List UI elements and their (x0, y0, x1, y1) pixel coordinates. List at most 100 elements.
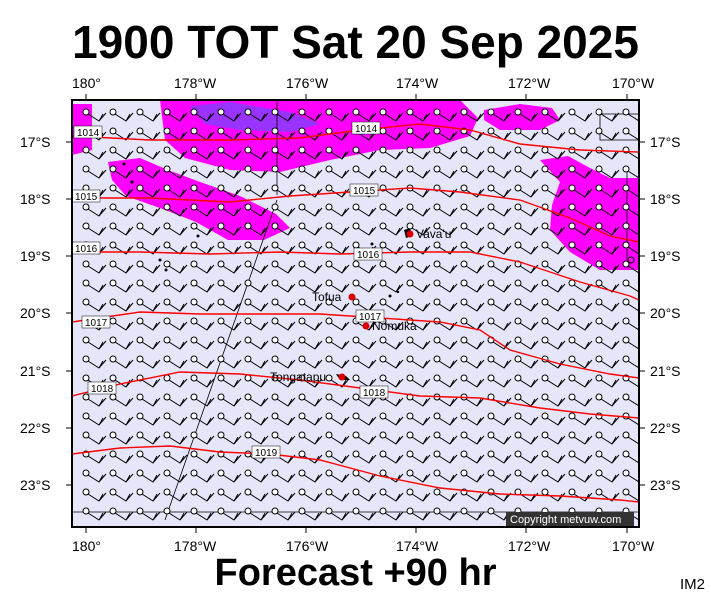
forecast-label: Forecast +90 hr (214, 552, 497, 594)
wind-barb-icon (595, 203, 620, 217)
lon-label: 174°W (396, 538, 439, 554)
wind-barb-icon (82, 146, 107, 160)
wind-barb-icon (325, 146, 350, 160)
wind-barb-icon (622, 203, 639, 217)
wind-barb-icon (352, 507, 377, 521)
wind-barb-icon (190, 507, 215, 521)
wind-barb-icon (379, 127, 404, 141)
wind-barb-icon (109, 108, 134, 122)
wind-barb-icon (595, 184, 620, 198)
wind-barb-icon (352, 203, 377, 217)
lat-label: 20°S (650, 305, 681, 321)
wind-barb-icon (595, 298, 620, 312)
copyright-box: Copyright metvuw.com (506, 512, 634, 526)
wind-barb-icon (217, 165, 242, 179)
wind-barb-icon (163, 507, 188, 521)
wind-barb-icon (136, 241, 161, 255)
wind-barb-icon (514, 431, 539, 445)
wind-barb-icon (514, 165, 539, 179)
wind-barb-icon (433, 260, 458, 274)
wind-barb-icon (136, 260, 161, 274)
wind-barb-icon (487, 450, 512, 464)
wind-barb-icon (217, 203, 242, 217)
wind-barb-icon (271, 222, 296, 236)
wind-barb-icon (325, 298, 350, 312)
wind-barb-icon (271, 507, 296, 521)
wind-barb-icon (136, 469, 161, 483)
wind-barb-icon (487, 412, 512, 426)
wind-barb-icon (217, 146, 242, 160)
wind-barb-icon (352, 412, 377, 426)
wind-barb-icon (541, 412, 566, 426)
wind-barb-icon (460, 222, 485, 236)
wind-barb-icon (190, 146, 215, 160)
wind-barb-icon (595, 165, 620, 179)
wind-barb-icon (568, 165, 593, 179)
wind-barb-icon (433, 412, 458, 426)
wind-barb-icon (325, 203, 350, 217)
isobar-label: 1014 (77, 128, 100, 139)
wind-barb-icon (325, 393, 350, 407)
wind-barb-icon (163, 431, 188, 445)
wind-barb-icon (460, 108, 485, 122)
wind-barb-icon (325, 317, 350, 331)
wind-barb-icon (568, 108, 593, 122)
wind-barb-icon (514, 298, 539, 312)
wind-barb-icon (595, 222, 620, 236)
lat-label: 22°S (20, 420, 51, 436)
wind-barb-icon (163, 222, 188, 236)
wind-barb-icon (622, 260, 639, 274)
wind-barb-icon (514, 127, 539, 141)
wind-barb-icon (163, 355, 188, 369)
wind-barb-icon (298, 488, 323, 502)
wind-barb-icon (433, 431, 458, 445)
wind-barb-icon (136, 336, 161, 350)
wind-barb-icon (352, 431, 377, 445)
wind-barb-icon (298, 165, 323, 179)
wind-barb-icon (244, 317, 269, 331)
wind-barb-icon (487, 184, 512, 198)
wind-barb-icon (622, 431, 639, 445)
wind-barb-icon (109, 241, 134, 255)
wind-barb-icon (163, 393, 188, 407)
wind-barb-icon (190, 108, 215, 122)
lon-label: 178°W (174, 538, 217, 554)
isobar-label: 1019 (255, 448, 278, 459)
wind-barb-icon (136, 146, 161, 160)
wind-barb-icon (325, 108, 350, 122)
wind-barb-icon (460, 374, 485, 388)
wind-barb-icon (433, 488, 458, 502)
wind-barb-icon (541, 127, 566, 141)
wind-barb-icon (82, 279, 107, 293)
wind-barb-icon (595, 336, 620, 350)
wind-barb-icon (217, 298, 242, 312)
wind-barb-icon (460, 412, 485, 426)
wind-barb-icon (622, 279, 639, 293)
wind-barb-icon (595, 108, 620, 122)
wind-barb-icon (190, 222, 215, 236)
wind-barb-icon (82, 222, 107, 236)
wind-barb-icon (487, 431, 512, 445)
place-label-vavau: Vava'u (416, 227, 451, 241)
wind-barb-icon (136, 393, 161, 407)
wind-barb-icon (325, 469, 350, 483)
wind-barb-icon (433, 374, 458, 388)
wind-barb-icon (109, 260, 134, 274)
wind-barb-icon (406, 336, 431, 350)
place-marker (348, 293, 356, 301)
wind-barb-icon (595, 469, 620, 483)
wind-barb-icon (514, 108, 539, 122)
wind-barb-icon (514, 184, 539, 198)
wind-barb-icon (271, 317, 296, 331)
wind-barb-icon (595, 431, 620, 445)
wind-barb-icon (460, 260, 485, 274)
wind-barb-icon (433, 507, 458, 521)
wind-barb-icon (433, 336, 458, 350)
place-marker (338, 373, 346, 381)
wind-barb-icon (298, 469, 323, 483)
axis-ticks (66, 94, 645, 533)
wind-barb-icon (406, 298, 431, 312)
wind-barb-icon (217, 222, 242, 236)
wind-barb-icon (379, 431, 404, 445)
wind-barb-icon (487, 108, 512, 122)
